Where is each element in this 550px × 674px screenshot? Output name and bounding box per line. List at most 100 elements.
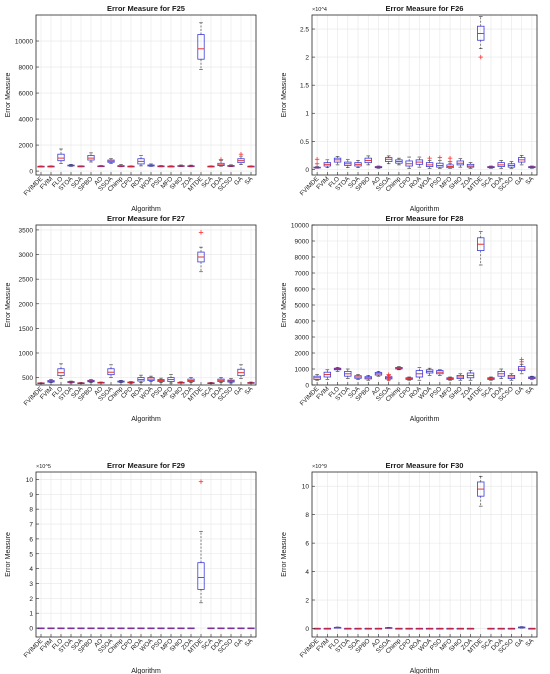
y-tick-label: 2000	[19, 301, 34, 308]
y-tick-label: 6	[29, 536, 33, 543]
outlier-marker	[447, 155, 453, 161]
x-axis-label: Algorithm	[410, 206, 440, 213]
y-axis-label: Error Measure	[281, 283, 288, 328]
axes-frame	[311, 14, 538, 176]
y-tick-label: 2000	[295, 351, 310, 358]
y-tick-label: 10000	[15, 39, 33, 46]
y-tick-label: 4000	[19, 117, 34, 124]
x-tick-label: SA	[244, 385, 255, 396]
y-tick-label: 10	[26, 477, 34, 484]
y-tick-label: 8000	[19, 65, 34, 72]
x-tick-label: SA	[244, 175, 255, 186]
y-tick-label: 2000	[19, 143, 34, 150]
outlier-marker	[437, 155, 443, 160]
y-axis-label: Error Measure	[281, 532, 288, 577]
x-tick-label: AO	[93, 385, 104, 396]
y-tick-label: 5000	[295, 303, 310, 310]
y-tick-label: 0	[29, 626, 33, 633]
chart-panel-2: 00.511.522.5FVIMDEFVIMFLOSTOASOASPBOAOSS…	[281, 4, 538, 213]
y-tick-label: 2	[305, 55, 309, 62]
y-tick-label: 0.5	[300, 139, 309, 146]
outlier-marker	[314, 161, 320, 166]
chart-panel-3: 500100015002000250030003500FVIMDEFVIMFLO…	[5, 214, 257, 423]
x-axis-label: Algorithm	[131, 668, 161, 674]
y-axis-label: Error Measure	[5, 532, 12, 577]
chart-panel-5: 012345678910FVIMDEFVIMFLOSTOASOASPBOAOSS…	[5, 461, 257, 674]
y-tick-label: 6000	[295, 287, 310, 294]
chart-title: Error Measure for F27	[107, 214, 185, 223]
y-tick-label: 4	[29, 566, 33, 573]
y-axis-label: Error Measure	[5, 283, 12, 328]
outlier-marker	[427, 155, 432, 161]
axes-frame	[35, 14, 257, 176]
box-FLO	[57, 153, 65, 162]
chart-title: Error Measure for F29	[107, 461, 185, 470]
y-tick-label: 2.5	[300, 27, 309, 34]
y-tick-label: 3	[29, 581, 33, 588]
y-tick-label: 0	[305, 383, 309, 390]
y-tick-label: 7	[29, 522, 33, 529]
y-tick-label: 2500	[19, 277, 34, 284]
y-tick-label: 5	[29, 551, 33, 558]
y-tick-label: 9	[29, 492, 33, 499]
chart-title: Error Measure for F25	[107, 4, 185, 13]
axes-frame	[35, 224, 257, 386]
y-tick-label: 0	[305, 167, 309, 174]
box-MTDE	[197, 34, 205, 60]
y-tick-label: 6	[305, 541, 309, 548]
outlier-marker	[218, 157, 224, 162]
y-tick-label: 500	[22, 375, 33, 382]
x-axis-label: Algorithm	[131, 206, 161, 213]
x-tick-label: SA	[524, 385, 535, 396]
y-axis-label: Error Measure	[281, 73, 288, 118]
y-tick-label: 8	[305, 512, 309, 519]
x-tick-label: GA	[233, 385, 245, 397]
box-FLO	[57, 368, 65, 377]
y-tick-label: 4	[305, 569, 309, 576]
chart-title: Error Measure for F28	[386, 214, 464, 223]
x-tick-label: AO	[93, 637, 104, 648]
y-tick-label: 1000	[19, 351, 34, 358]
x-tick-label: SA	[244, 637, 255, 648]
chart-title: Error Measure for F26	[386, 4, 464, 13]
x-axis-label: Algorithm	[410, 668, 440, 674]
y-tick-label: 6000	[19, 91, 34, 98]
y-tick-label: 8	[29, 507, 33, 514]
x-tick-label: AO	[371, 175, 382, 186]
axes-frame	[311, 471, 538, 638]
y-tick-label: 4000	[295, 319, 310, 326]
chart-title: Error Measure for F30	[386, 461, 464, 470]
y-tick-label: 9000	[295, 239, 310, 246]
x-tick-label: AO	[93, 175, 104, 186]
outlier-marker	[478, 54, 483, 60]
y-tick-label: 3500	[19, 227, 34, 234]
y-tick-label: 1500	[19, 326, 34, 333]
x-axis-label: Algorithm	[410, 416, 440, 423]
y-tick-label: 0	[305, 626, 309, 633]
x-tick-label: AO	[371, 637, 382, 648]
outlier-marker	[238, 151, 244, 157]
x-tick-label: SA	[524, 175, 535, 186]
outlier-marker	[314, 157, 320, 162]
y-tick-label: 1	[29, 611, 33, 618]
x-tick-label: GA	[233, 637, 245, 649]
box-SSOA	[107, 368, 115, 376]
y-tick-label: 2	[29, 596, 33, 603]
x-tick-label: SA	[524, 637, 535, 648]
chart-panel-4: 0 1000 2000 3000 4000 5000 6000 7000 8000 9000 100…	[281, 214, 538, 423]
outlier-marker	[519, 357, 524, 362]
y-tick-label: 8000	[295, 255, 310, 262]
y-tick-label: 1	[305, 111, 309, 118]
y-axis-label: Error Measure	[5, 73, 12, 118]
outlier-marker	[386, 372, 391, 377]
y-tick-label: 1.5	[300, 83, 309, 90]
y-tick-label: 7000	[295, 271, 310, 278]
y-axis-exponent: ×10^4	[312, 7, 327, 13]
y-axis-exponent: ×10^9	[312, 464, 327, 470]
y-tick-label: 1000	[295, 367, 310, 374]
x-tick-label: GA	[233, 175, 245, 187]
y-axis-exponent: ×10^5	[36, 464, 51, 470]
x-tick-label: GA	[514, 385, 526, 397]
x-tick-label: GA	[514, 637, 526, 649]
